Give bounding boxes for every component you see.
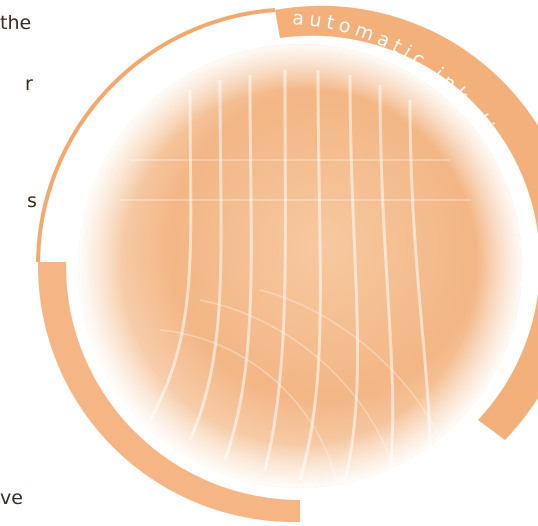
left-text: the r s ve — [0, 12, 37, 509]
badge: automatic ink dispensing system — [36, 5, 538, 523]
text-fragment: the — [0, 12, 31, 34]
ring-arc — [36, 8, 276, 263]
text-fragment: s — [27, 190, 37, 212]
text-fragment: r — [25, 73, 33, 95]
photo — [78, 44, 522, 488]
ring-base — [38, 262, 300, 523]
text-fragment: ve — [0, 487, 23, 509]
label-band — [275, 5, 538, 440]
